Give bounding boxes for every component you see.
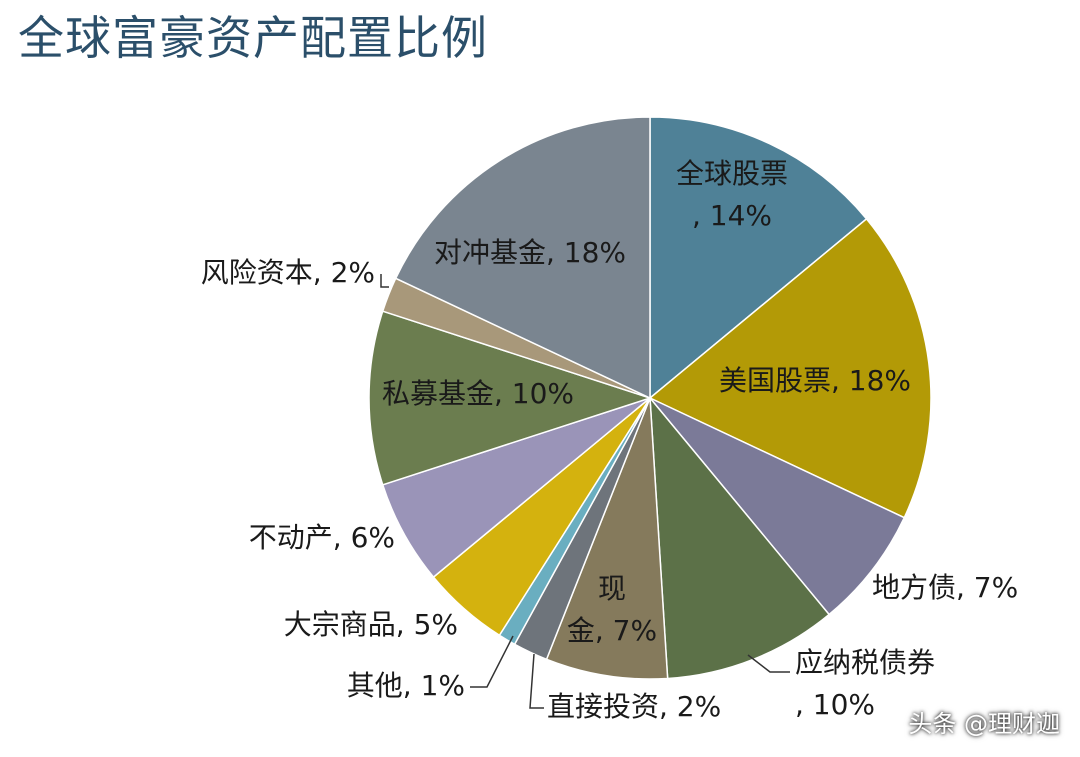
slice-label: 其他, 1%: [347, 669, 465, 702]
pie-slice: [545, 397, 669, 680]
pie-slices: [368, 116, 932, 680]
pie-slice: [649, 116, 868, 400]
slice-label: 美国股票, 18%: [719, 364, 911, 397]
watermark: 头条 @理财迦: [908, 710, 1060, 738]
chart-title: 全球富豪资产配置比例: [18, 11, 488, 65]
pie-slice: [649, 397, 906, 616]
slice-label: 风险资本, 2%: [201, 256, 375, 289]
slice-label: 全球股票, 14%: [676, 157, 788, 232]
slice-label: 现金, 7%: [567, 572, 657, 647]
slice-label: 直接投资, 2%: [547, 690, 721, 723]
slice-label: 大宗商品, 5%: [284, 608, 458, 641]
leader-line: [747, 654, 790, 673]
slice-labels: 全球股票, 14% 美国股票, 18% 地方债, 7% 应纳税债券, 10% 现金, 7…: [201, 157, 1018, 723]
slice-label: 应纳税债券, 10%: [795, 646, 935, 721]
pie-slice: [394, 116, 651, 400]
leader-line: [470, 635, 514, 688]
pie-slice: [368, 310, 653, 486]
slice-label: 私募基金, 10%: [382, 377, 574, 410]
leader-line: [529, 653, 544, 709]
leader-lines: [380, 274, 790, 709]
slice-label: 不动产, 6%: [249, 521, 395, 554]
leader-line: [380, 274, 389, 288]
pie-slice: [648, 217, 932, 519]
slice-label: 对冲基金, 18%: [434, 236, 626, 269]
slice-label: 地方债, 7%: [872, 571, 1018, 604]
